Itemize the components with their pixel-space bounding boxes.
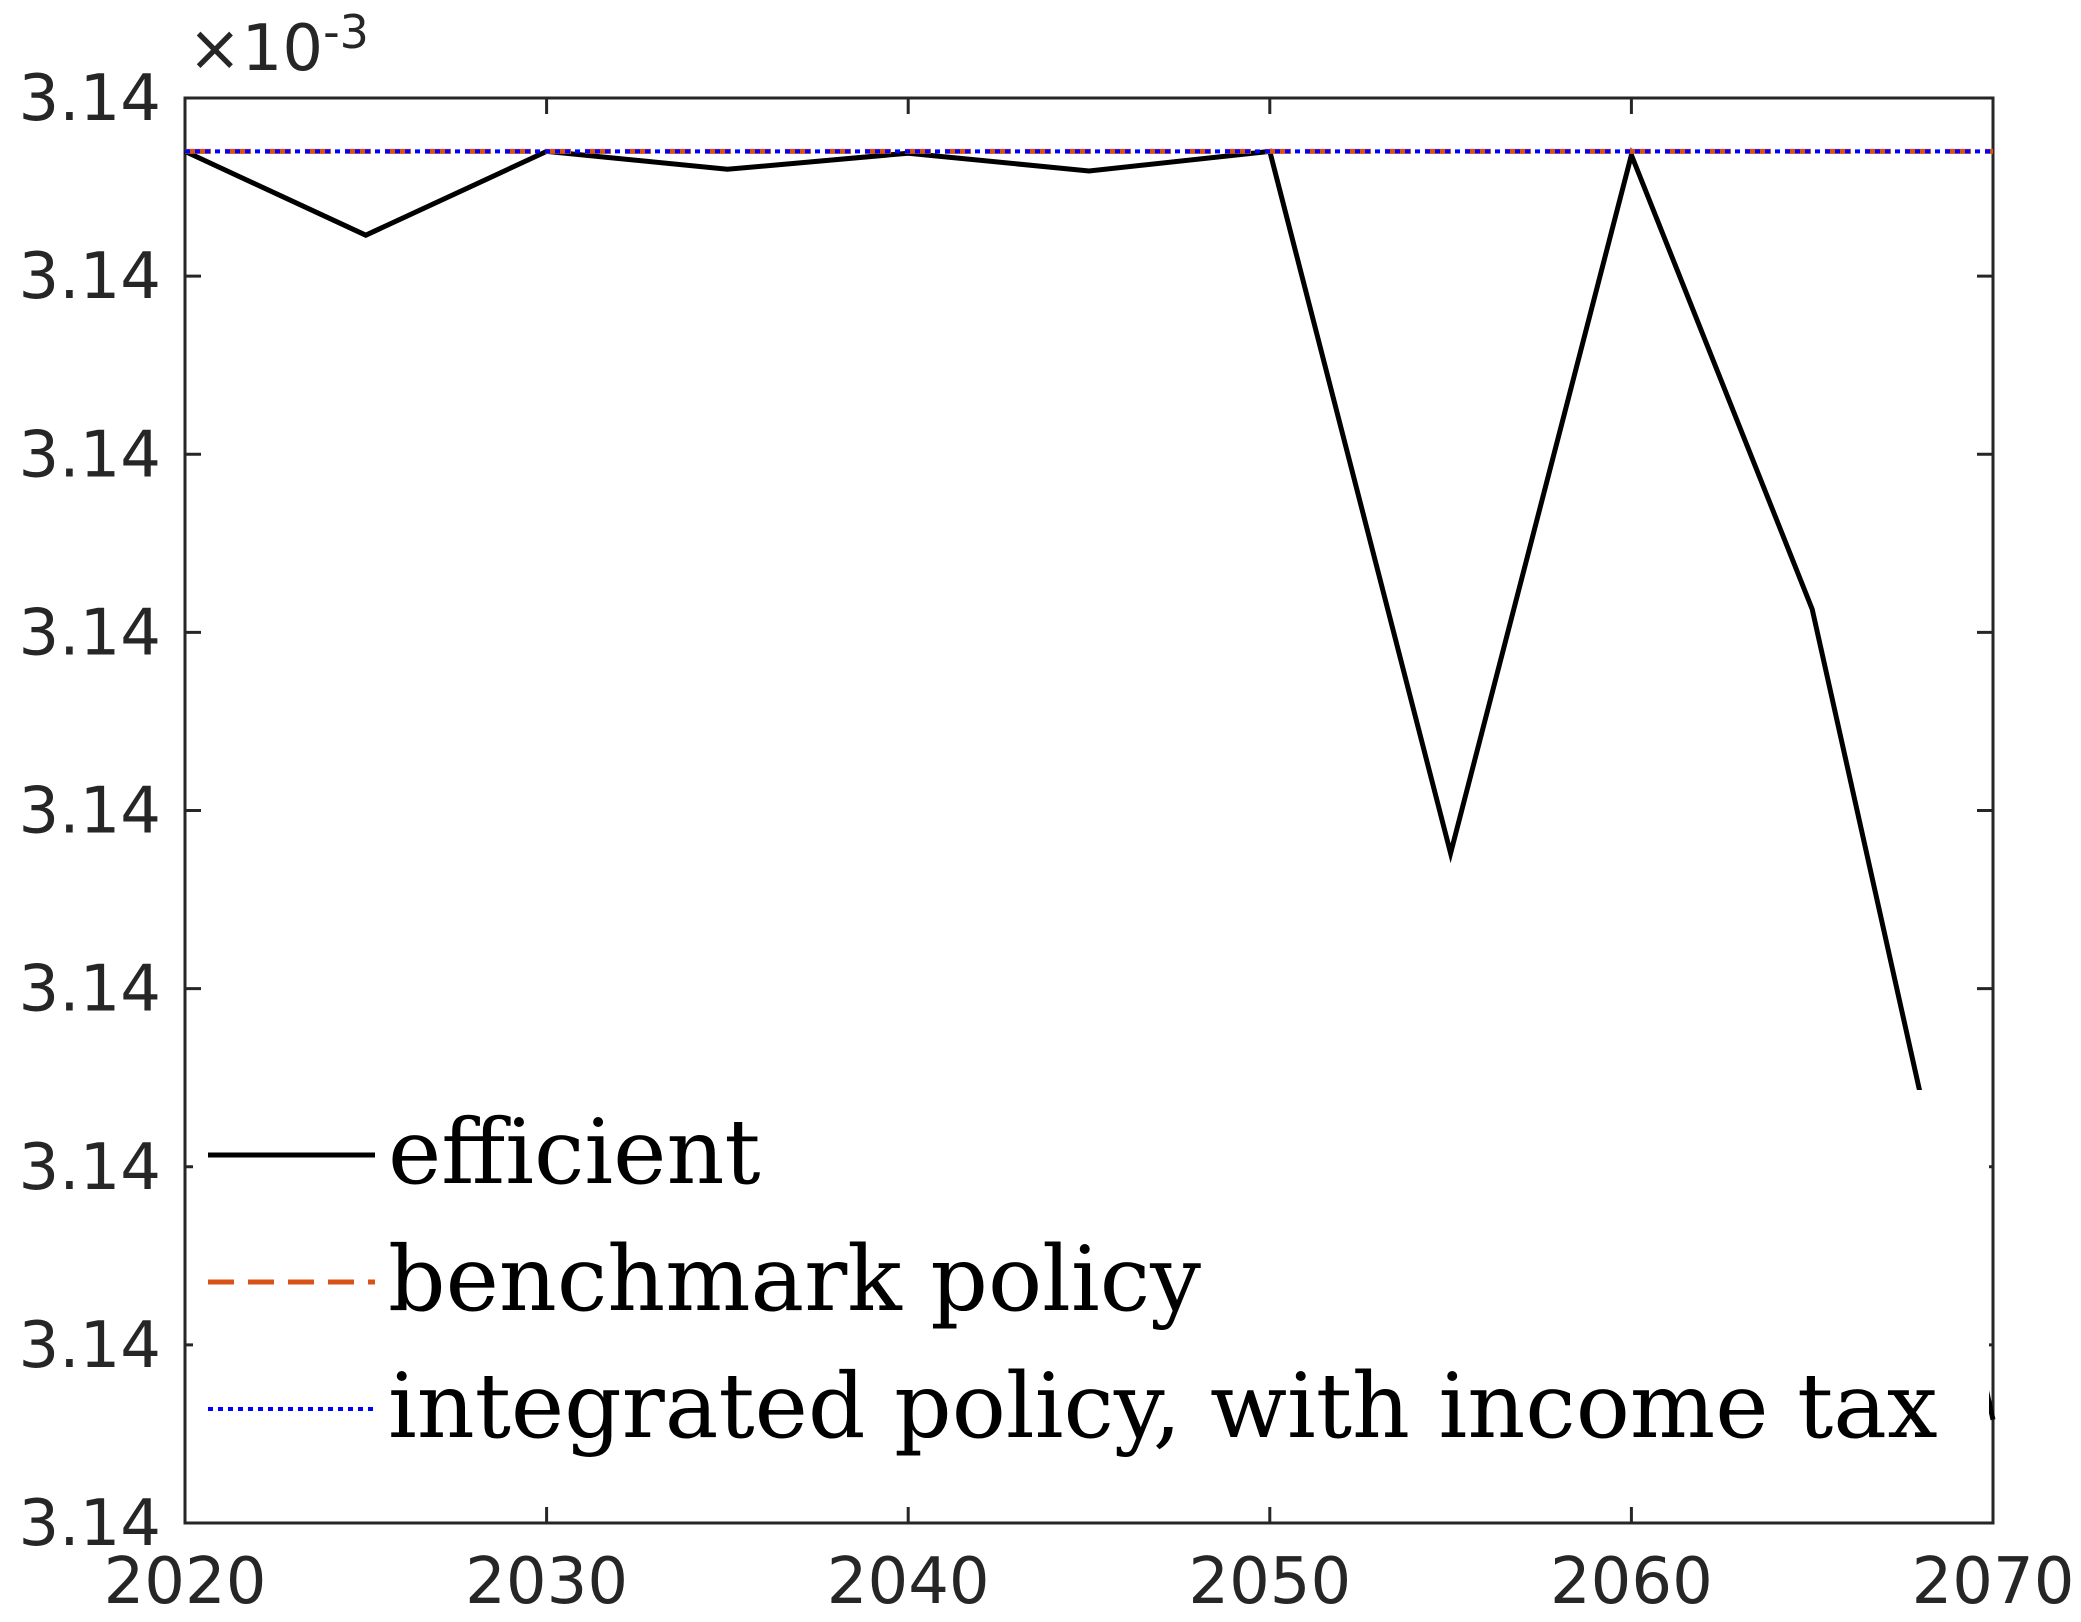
legend-box <box>193 1090 1989 1450</box>
x-tick-label: 2020 <box>104 1545 267 1619</box>
series-layer <box>183 146 1996 1421</box>
y-tick-label: 3.14 <box>19 1487 162 1561</box>
legend-label: integrated policy, with income tax <box>388 1354 1938 1459</box>
x-tick-label: 2060 <box>1550 1545 1713 1619</box>
legend-label: efficient <box>388 1100 761 1205</box>
y-axis-exponent-power: -3 <box>323 5 369 59</box>
y-tick-label: 3.14 <box>19 953 162 1027</box>
x-tick-label: 2040 <box>827 1545 990 1619</box>
y-tick-label: 3.14 <box>19 596 162 670</box>
x-tick-label: 2030 <box>465 1545 628 1619</box>
legend-label: benchmark policy <box>388 1227 1201 1332</box>
y-tick-label: 3.14 <box>19 418 162 492</box>
y-axis-exponent-base: ×10 <box>188 12 323 86</box>
y-tick-label: 3.14 <box>19 240 162 314</box>
y-tick-label: 3.14 <box>19 775 162 849</box>
legend: efficient benchmark policy integrated poli… <box>208 1100 1938 1459</box>
tick-labels: 2020 2030 2040 2050 2060 2070 3.14 3.14 3.14 3.14… <box>19 62 2075 1619</box>
x-tick-label: 2070 <box>1912 1545 2075 1619</box>
series-line-efficient <box>183 146 1996 1421</box>
y-tick-label: 3.14 <box>19 62 162 136</box>
y-tick-label: 3.14 <box>19 1131 162 1205</box>
y-axis-exponent: ×10-3 <box>188 5 369 86</box>
y-tick-label: 3.14 <box>19 1309 162 1383</box>
x-tick-label: 2050 <box>1188 1545 1351 1619</box>
